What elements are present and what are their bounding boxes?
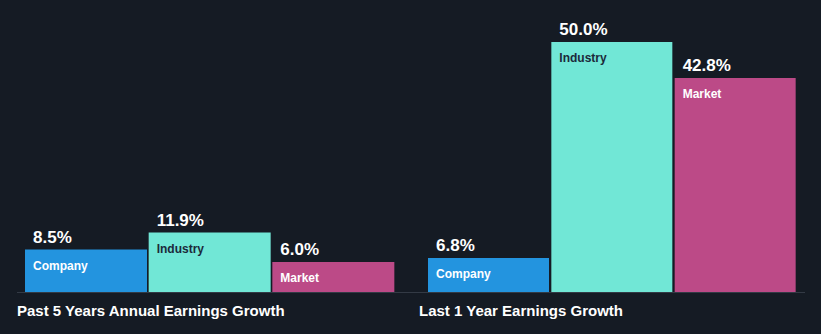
svg-text:Industry: Industry	[559, 51, 607, 65]
svg-text:Company: Company	[33, 259, 88, 273]
svg-text:Market: Market	[280, 271, 319, 285]
svg-text:8.5%: 8.5%	[33, 228, 72, 247]
svg-text:50.0%: 50.0%	[559, 20, 607, 39]
svg-text:6.0%: 6.0%	[280, 240, 319, 259]
svg-text:Industry: Industry	[157, 242, 205, 256]
svg-text:Market: Market	[683, 87, 722, 101]
svg-text:42.8%: 42.8%	[683, 56, 731, 75]
svg-text:6.8%: 6.8%	[436, 236, 475, 255]
html-text:Past 5 Years Annual Earnings G: Past 5 Years Annual Earnings Growth	[17, 302, 285, 319]
html-text:Last 1 Year Earnings Growth: Last 1 Year Earnings Growth	[419, 302, 623, 319]
svg-text:11.9%: 11.9%	[157, 211, 204, 230]
svg-text:Company: Company	[436, 267, 491, 281]
